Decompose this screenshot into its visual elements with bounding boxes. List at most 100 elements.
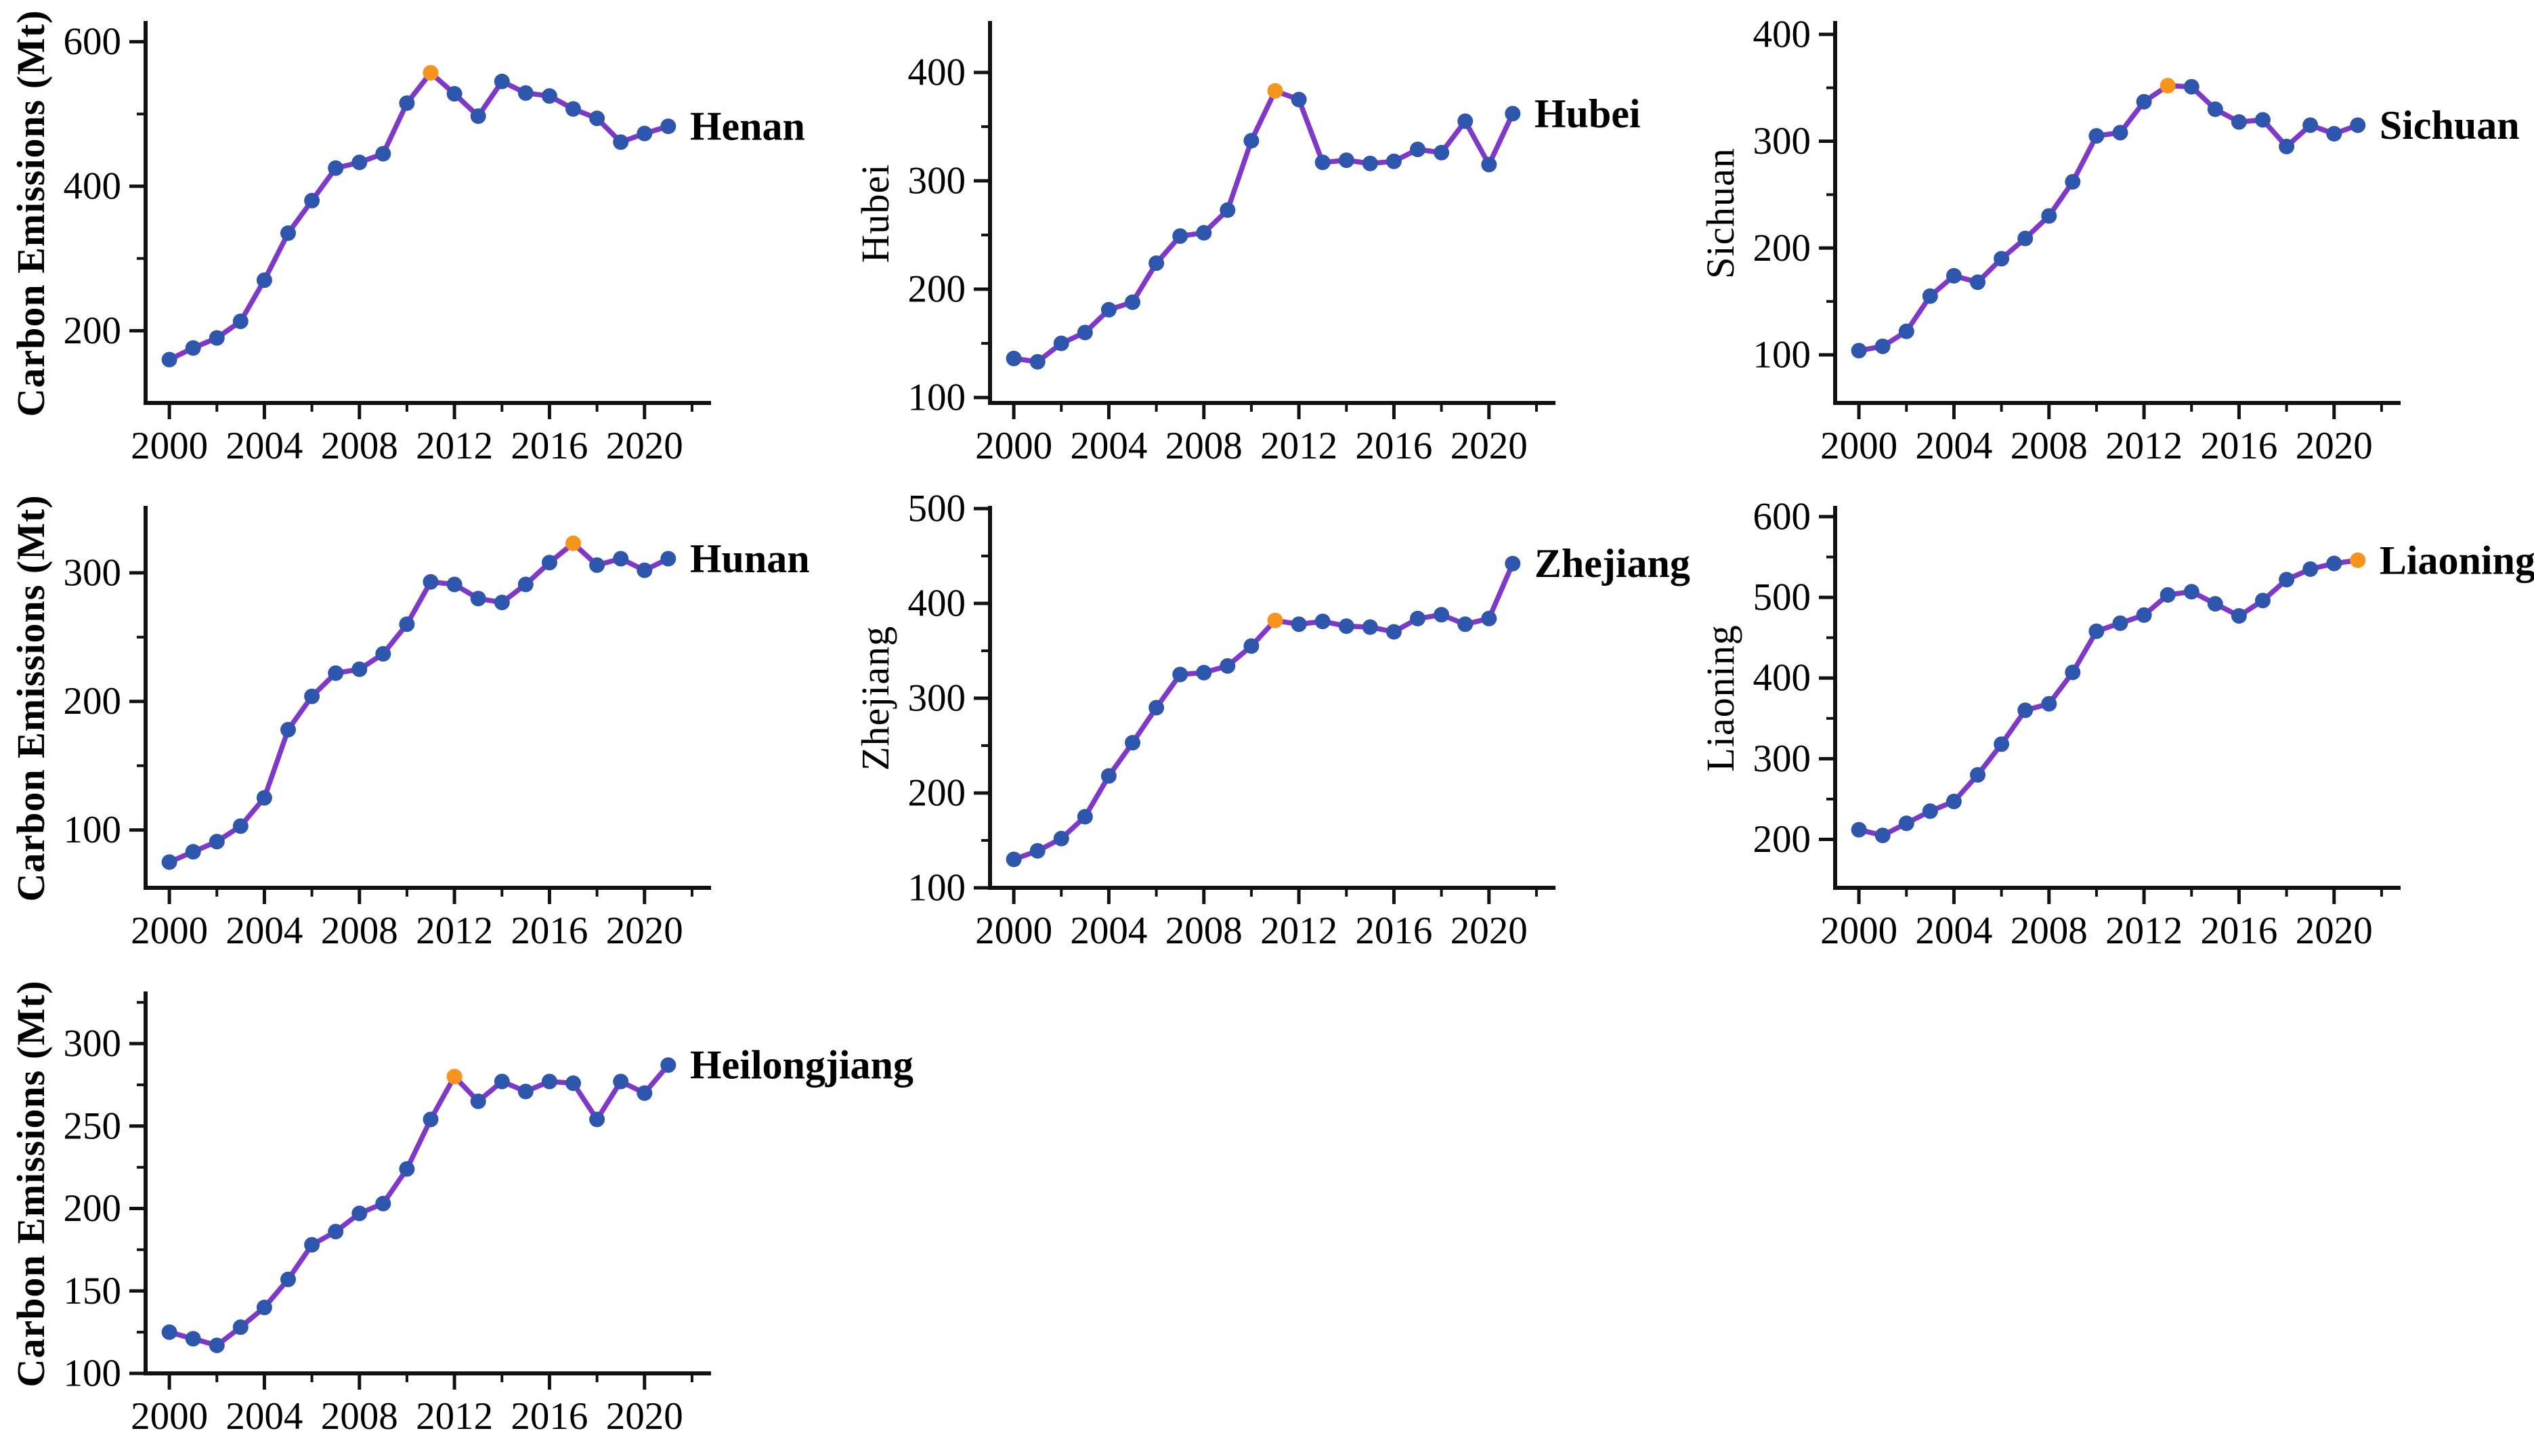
data-point	[2255, 112, 2271, 128]
data-point	[304, 688, 320, 704]
data-point	[209, 330, 225, 346]
x-tick-label: 2020	[606, 425, 683, 467]
series-end-label: Hunan	[690, 536, 810, 581]
x-tick-label: 2020	[1451, 909, 1528, 952]
data-point	[2136, 607, 2152, 623]
x-tick-label: 2008	[1165, 909, 1243, 952]
data-point	[1362, 619, 1378, 635]
data-point	[304, 1237, 320, 1253]
x-tick-label: 2004	[226, 425, 303, 467]
data-point	[1053, 830, 1069, 847]
y-tick-label: 300	[908, 677, 966, 720]
data-point	[2112, 615, 2128, 631]
y-tick-label: 500	[1753, 576, 1811, 619]
data-point	[328, 665, 344, 681]
y-tick-label: 100	[1753, 334, 1811, 377]
data-point	[209, 834, 225, 850]
y-tick-label: 200	[908, 268, 966, 311]
data-point	[1314, 154, 1331, 171]
x-tick-label: 2004	[226, 1395, 303, 1438]
x-tick-label: 2000	[131, 425, 208, 467]
data-point	[2183, 79, 2199, 95]
x-tick-label: 2008	[321, 909, 398, 952]
data-point	[256, 1300, 272, 1316]
x-tick-label: 2016	[511, 1395, 588, 1438]
data-point	[446, 576, 463, 593]
henan-plot: 200 400 600 2000 2004 2008 2012 2016 2020 Henan	[64, 20, 805, 467]
data-point	[375, 646, 391, 662]
data-point	[1196, 664, 1212, 681]
data-point	[161, 351, 177, 368]
y-axis-label-zhejiang: Zhejiang	[853, 625, 897, 771]
x-tick-label: 2020	[2296, 909, 2373, 952]
data-point	[1874, 828, 1891, 844]
chart-heilongjiang: Carbon Emissions (Mt) 100 150 200 250 300 200…	[0, 970, 914, 1456]
data-point	[1898, 323, 1914, 339]
peak-data-point	[446, 1069, 463, 1085]
data-point	[1006, 350, 1022, 366]
data-point	[1148, 255, 1165, 272]
x-tick-label: 2012	[2105, 425, 2183, 467]
data-point	[1481, 610, 1497, 626]
data-point	[1243, 133, 1260, 149]
data-point	[517, 85, 534, 101]
data-point	[2065, 664, 2081, 681]
data-point	[399, 1161, 415, 1177]
data-point	[1994, 736, 2010, 752]
data-point	[613, 1073, 629, 1090]
y-tick-label: 200	[64, 1187, 122, 1230]
data-point	[637, 125, 653, 142]
data-point	[1898, 815, 1914, 832]
series-line	[167, 540, 671, 865]
x-tick-label: 2008	[321, 1395, 398, 1438]
data-point	[304, 192, 320, 209]
data-point	[517, 1084, 534, 1100]
data-point	[1077, 809, 1093, 825]
data-point	[494, 595, 510, 611]
y-tick-label: 500	[908, 488, 966, 530]
series-line	[1856, 83, 2361, 354]
data-point	[2017, 230, 2034, 247]
empty-cell	[1690, 970, 2534, 1456]
data-point	[2017, 702, 2034, 719]
data-point	[1505, 555, 1521, 572]
y-tick-label: 400	[908, 51, 966, 94]
data-point	[1970, 274, 1985, 291]
empty-cell	[844, 970, 1690, 1456]
y-tick-label: 100	[908, 867, 966, 909]
chart-hubei: Hubei 100 200 300 400 2000 2004 2008 2012 2016 20…	[844, 0, 1690, 485]
data-point	[589, 557, 605, 573]
data-point	[2183, 584, 2199, 600]
y-tick-label: 150	[64, 1270, 122, 1312]
y-tick-label: 400	[64, 165, 122, 208]
data-point	[1220, 658, 1236, 674]
data-point	[161, 854, 177, 870]
data-point	[565, 101, 581, 117]
data-point	[2160, 587, 2176, 603]
data-point	[351, 661, 368, 677]
x-tick-label: 2012	[1260, 425, 1337, 467]
data-point	[2326, 555, 2342, 572]
data-point	[328, 1224, 344, 1240]
y-tick-label: 300	[1753, 737, 1811, 780]
y-tick-label: 200	[1753, 227, 1811, 270]
data-point	[2302, 561, 2319, 577]
data-point	[2326, 126, 2342, 142]
data-point	[423, 1111, 439, 1128]
y-tick-label: 100	[64, 1352, 122, 1395]
y-tick-label: 300	[64, 551, 122, 594]
data-point	[232, 314, 249, 329]
data-point	[1029, 354, 1046, 370]
data-point	[517, 576, 534, 593]
data-point	[423, 574, 439, 590]
data-point	[1434, 607, 1450, 623]
data-point	[2302, 117, 2319, 133]
data-point	[2041, 695, 2057, 712]
data-point	[446, 86, 463, 102]
data-point	[2207, 596, 2223, 612]
data-point	[232, 1319, 249, 1335]
data-point	[328, 160, 344, 176]
data-point	[2279, 138, 2295, 154]
data-point	[1362, 155, 1378, 171]
data-point	[1196, 225, 1212, 241]
